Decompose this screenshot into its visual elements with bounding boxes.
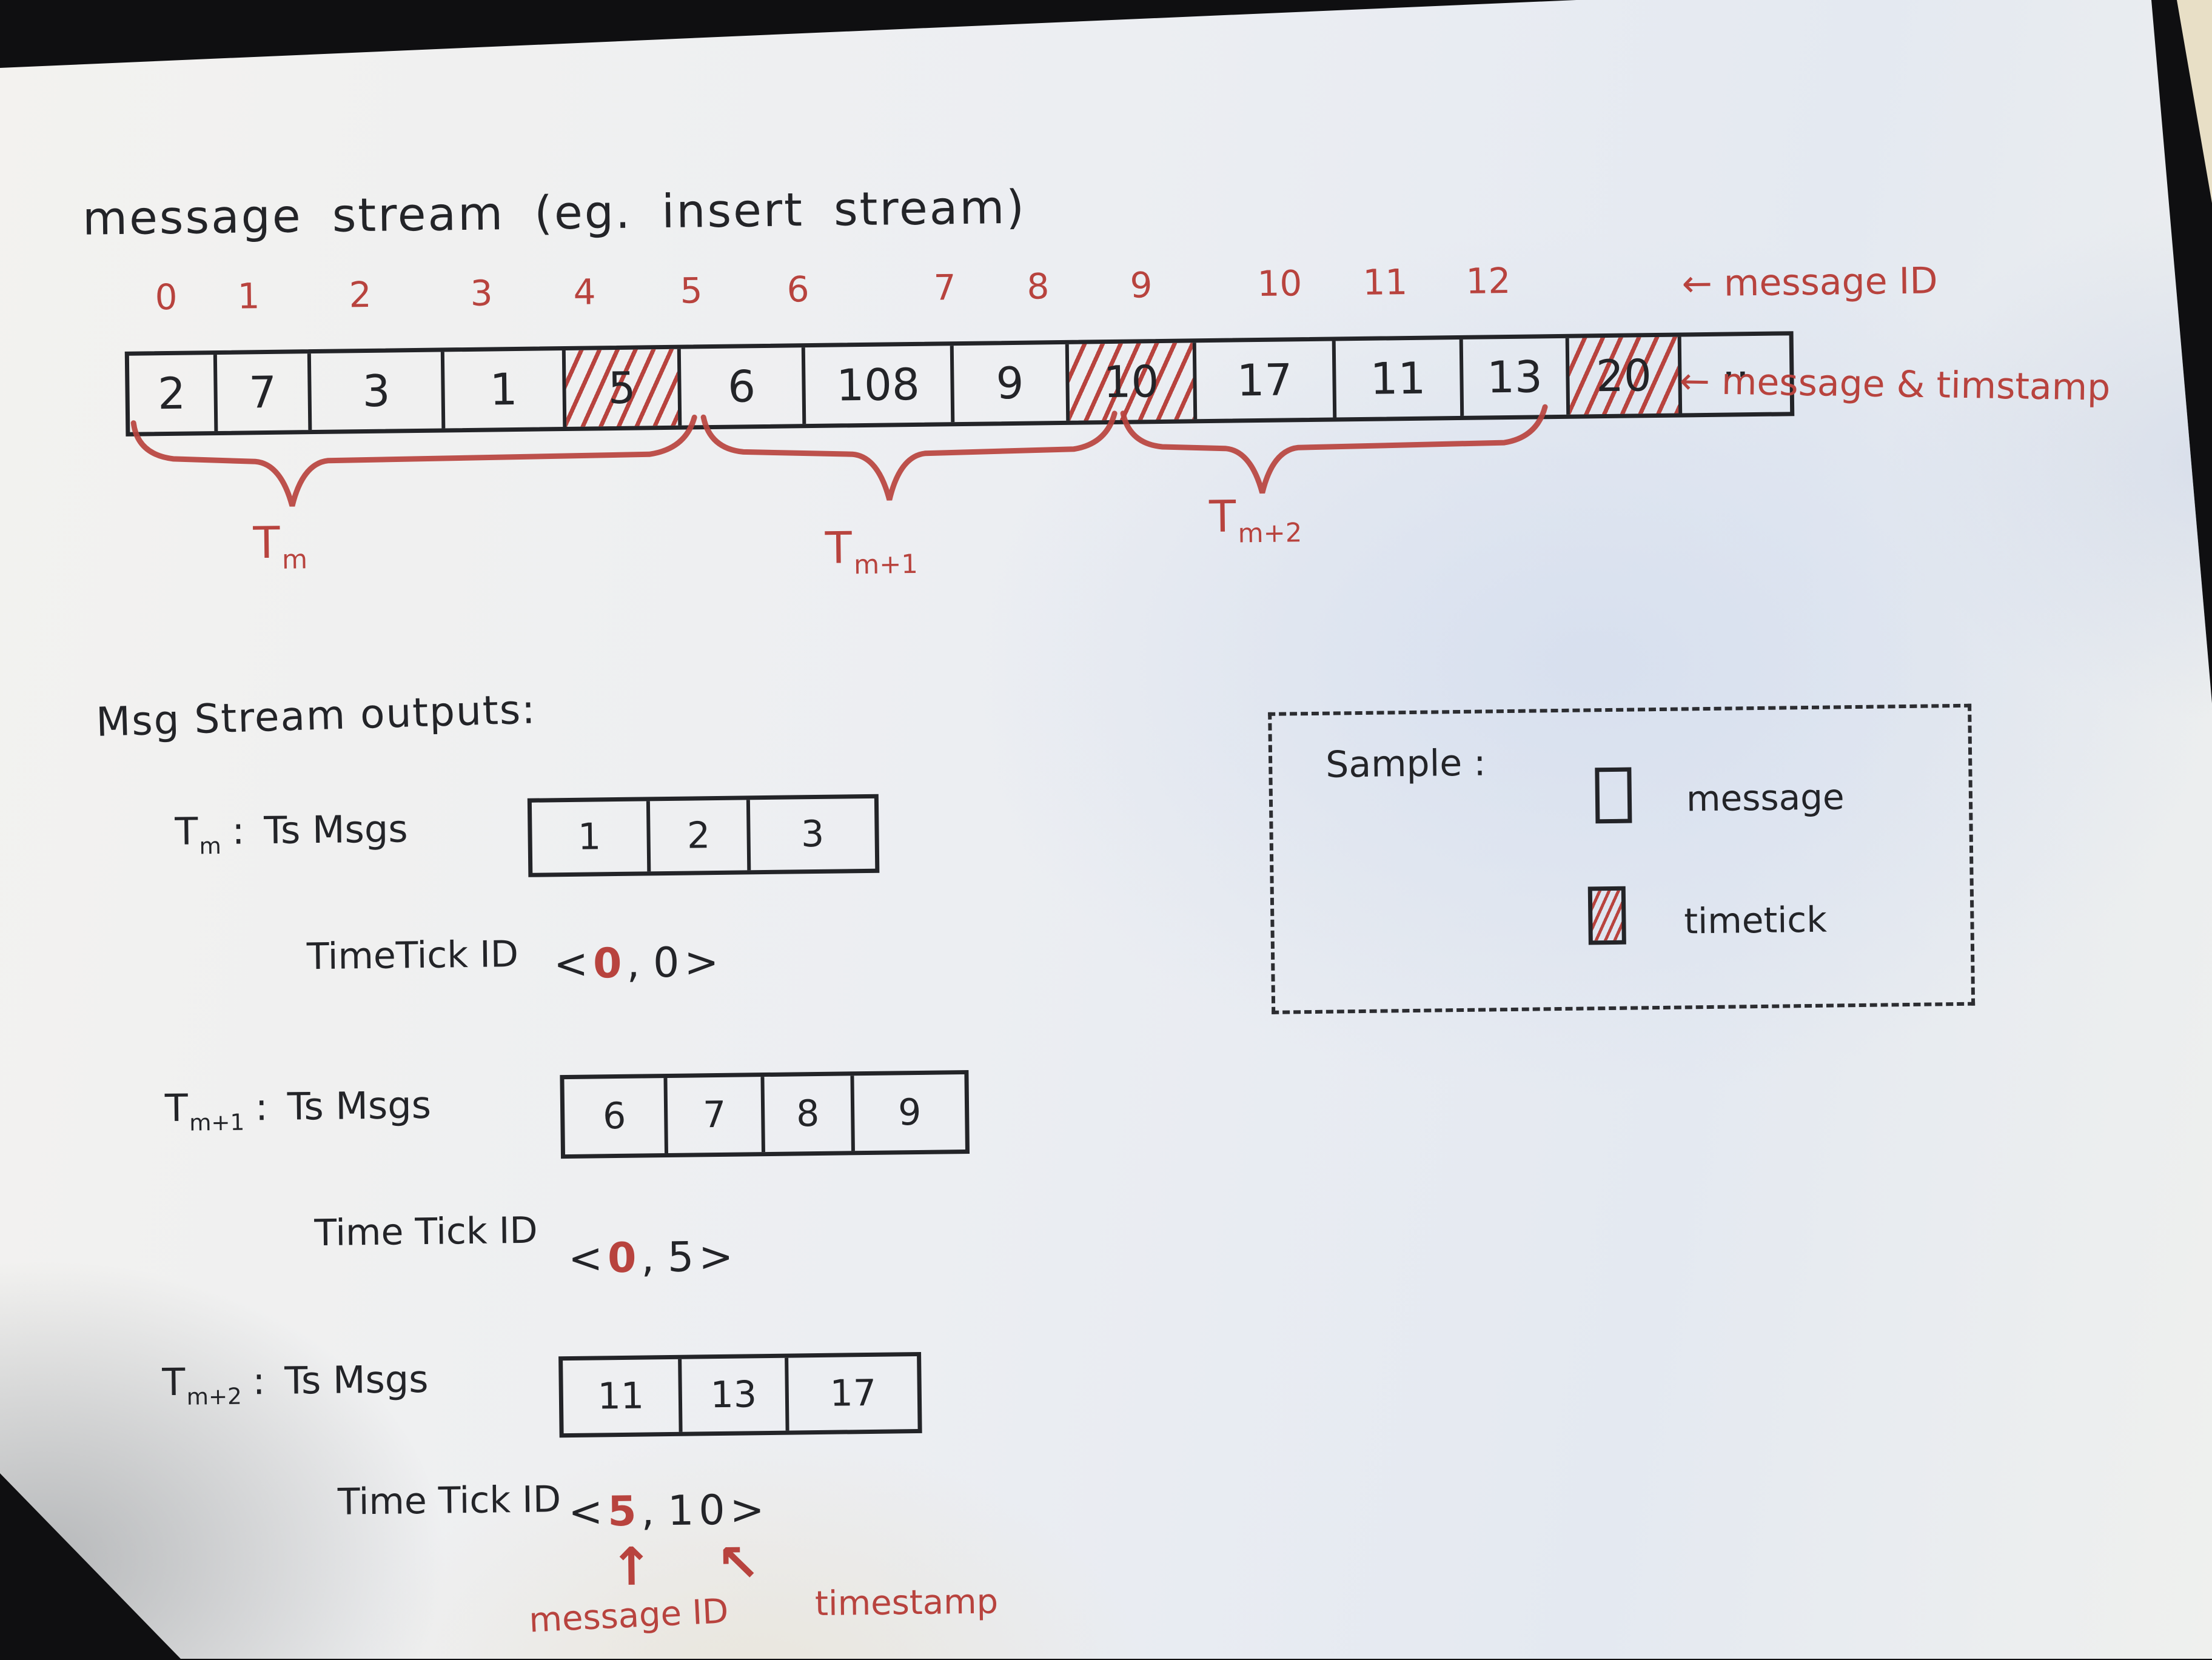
- index-label: 7: [933, 267, 956, 309]
- window-base: T: [825, 522, 853, 574]
- index-label: 3: [470, 272, 493, 314]
- angle-open: <: [568, 1488, 608, 1537]
- comma: ,: [626, 939, 645, 988]
- timetick-id-value: <0, 0>: [554, 938, 724, 988]
- output-row-label-tm2: Tm+2: Ts Msgs: [162, 1356, 429, 1410]
- window-subscript: m+2: [186, 1382, 243, 1410]
- brace-tm: [130, 414, 697, 507]
- stream-index-row: 0 1 2 3 4 5 6 7 8 9 10 11 12: [0, 0, 2200, 318]
- tick-message-id: 0: [607, 1234, 642, 1283]
- ts-msgs-label: Ts Msgs: [287, 1082, 432, 1129]
- legend-title: Sample :: [1325, 741, 1486, 786]
- message-swatch-icon: [1595, 767, 1632, 824]
- comma: ,: [640, 1234, 660, 1282]
- page-title: message stream (eg. insert stream): [82, 179, 1027, 246]
- index-label: 6: [786, 269, 809, 310]
- index-label: 4: [573, 271, 596, 313]
- tick-message-id: 5: [607, 1487, 642, 1536]
- colon: :: [252, 1359, 266, 1404]
- window-base: T: [174, 809, 198, 854]
- brace-tm1: [700, 410, 1118, 501]
- sample-legend-box: Sample : message timetick: [1268, 703, 1976, 1014]
- angle-close: >: [729, 1486, 770, 1534]
- timetick-id-value: <5, 10>: [568, 1486, 769, 1537]
- output-row-label-tm1: Tm+1: Ts Msgs: [164, 1082, 432, 1136]
- index-label: 8: [1027, 266, 1050, 307]
- index-label: 11: [1362, 261, 1408, 303]
- outputs-heading: Msg Stream outputs:: [95, 686, 537, 746]
- output-cell: 9: [897, 1091, 922, 1134]
- tick-timestamp: 10: [667, 1486, 731, 1536]
- comma: ,: [641, 1487, 660, 1536]
- legend-item-message: message: [1686, 776, 1845, 820]
- window-braces: [130, 404, 1548, 507]
- window-subscript: m+1: [853, 549, 919, 581]
- annotation-timestamp: timestamp: [814, 1582, 999, 1624]
- tick-timestamp: 0: [652, 939, 685, 988]
- output-msgs-box-tm2: 11 13 17: [558, 1351, 922, 1438]
- arrow-label-message-id: ← message ID: [1681, 259, 1938, 306]
- output-cell: 3: [800, 812, 825, 856]
- window-subscript: m+2: [1238, 518, 1302, 549]
- timetick-swatch-icon: [1587, 886, 1626, 945]
- window-base: T: [162, 1359, 186, 1405]
- output-cell: 7: [667, 1077, 765, 1154]
- index-label: 12: [1466, 259, 1511, 302]
- index-label: 9: [1130, 264, 1153, 306]
- timetick-id-label: Time Tick ID: [337, 1478, 561, 1524]
- index-label: 1: [237, 275, 260, 317]
- up-arrow-icon: ↑: [609, 1536, 654, 1598]
- timetick-id-label: Time Tick ID: [314, 1209, 538, 1255]
- output-msgs-box-tm: 1 2 3: [527, 794, 880, 877]
- colon: :: [232, 808, 245, 853]
- output-cell: 2: [649, 800, 751, 872]
- output-row-label-tm: Tm: Ts Msgs: [174, 806, 408, 860]
- output-cell: 13: [682, 1357, 789, 1432]
- window-label-tm2: Tm+2: [1209, 490, 1302, 549]
- output-cell: 8: [764, 1076, 855, 1153]
- up-left-arrow-icon: ↖: [716, 1533, 760, 1595]
- output-cell: 6: [564, 1078, 668, 1155]
- output-msgs-box-tm1: 6 7 8 9: [560, 1069, 970, 1159]
- output-cell: 11: [563, 1359, 683, 1434]
- window-subscript: m: [199, 832, 222, 860]
- brace-tm2: [1120, 404, 1548, 494]
- angle-open: <: [553, 940, 594, 989]
- window-base: T: [164, 1085, 189, 1131]
- colon: :: [255, 1085, 269, 1130]
- output-cell: 17: [830, 1371, 877, 1415]
- arrow-label-message-timestamp: ← message & timstamp: [1679, 360, 2111, 409]
- tick-message-id: 0: [592, 939, 627, 988]
- stream-cell-timetick: 20: [1569, 336, 1683, 415]
- annotation-message-id: message ID: [528, 1591, 729, 1641]
- index-label: 10: [1257, 263, 1302, 305]
- ts-msgs-label: Ts Msgs: [284, 1356, 429, 1403]
- window-subscript: m+1: [189, 1108, 245, 1136]
- window-base: T: [1208, 490, 1236, 543]
- output-cell: 1: [531, 801, 651, 873]
- timetick-id-label: TimeTick ID: [306, 933, 519, 979]
- window-subscript: m: [281, 544, 308, 575]
- index-label: 2: [349, 273, 372, 316]
- angle-close: >: [698, 1233, 739, 1282]
- index-label: 0: [155, 276, 178, 318]
- window-label-tm: Tm: [253, 517, 308, 575]
- ts-msgs-label: Ts Msgs: [263, 806, 408, 853]
- legend-item-timetick: timetick: [1684, 899, 1828, 942]
- window-base: T: [253, 517, 281, 569]
- angle-close: >: [683, 938, 724, 987]
- timetick-id-value: <0, 5>: [568, 1233, 739, 1283]
- angle-open: <: [568, 1234, 608, 1283]
- index-label: 5: [680, 270, 703, 312]
- tick-timestamp: 5: [667, 1233, 699, 1282]
- window-label-tm1: Tm+1: [825, 522, 919, 581]
